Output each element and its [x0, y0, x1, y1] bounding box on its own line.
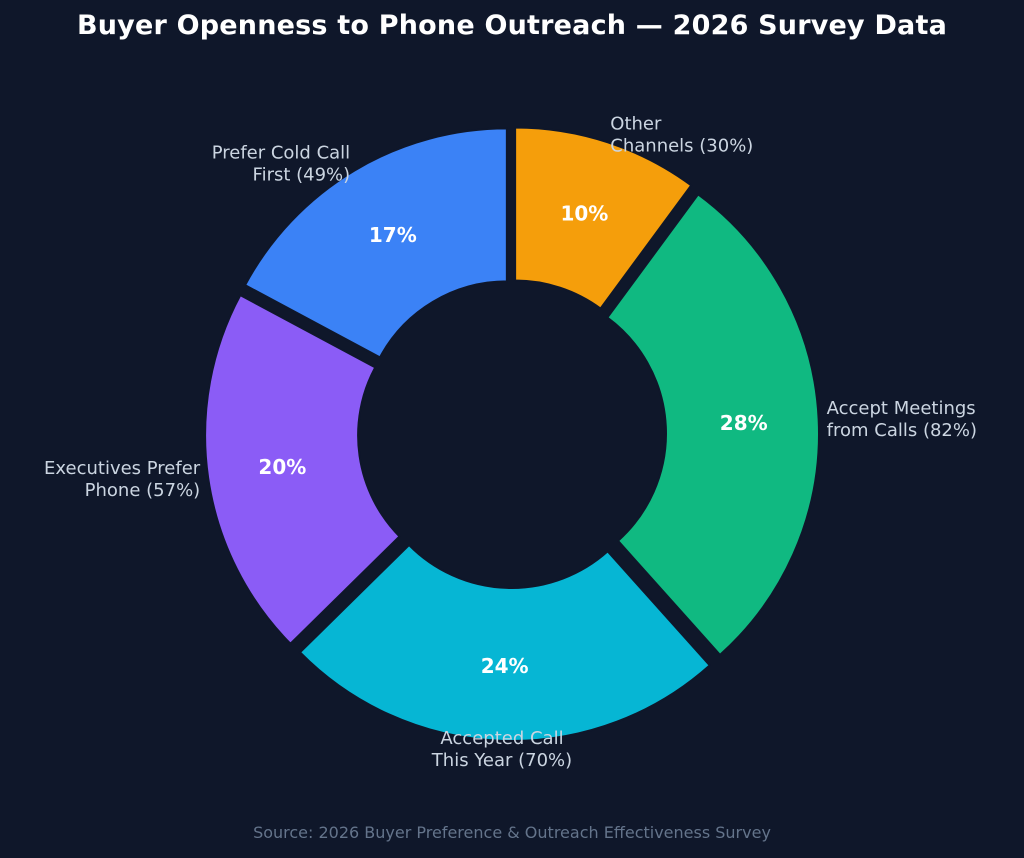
- slice-category-label: Accept Meetings from Calls (82%): [827, 398, 977, 441]
- slice-value-label: 17%: [369, 223, 417, 247]
- donut-slice: [514, 126, 693, 310]
- slice-value-label: 28%: [720, 411, 768, 435]
- donut-slice: [298, 543, 712, 742]
- chart-title: Buyer Openness to Phone Outreach — 2026 …: [76, 10, 948, 41]
- donut-slice: [204, 293, 401, 646]
- chart-source: Source: 2026 Buyer Preference & Outreach…: [253, 823, 771, 842]
- slice-value-label: 20%: [258, 455, 306, 479]
- slice-value-label: 24%: [481, 654, 529, 678]
- slice-category-label: Prefer Cold Call First (49%): [212, 143, 350, 186]
- slice-value-label: 10%: [560, 202, 608, 226]
- slice-category-label: Accepted Call This Year (70%): [431, 728, 572, 771]
- slice-category-label: Executives Prefer Phone (57%): [44, 458, 201, 501]
- donut-slice: [605, 192, 820, 657]
- donut-slice: [243, 127, 508, 359]
- slice-category-label: Other Channels (30%): [610, 114, 753, 157]
